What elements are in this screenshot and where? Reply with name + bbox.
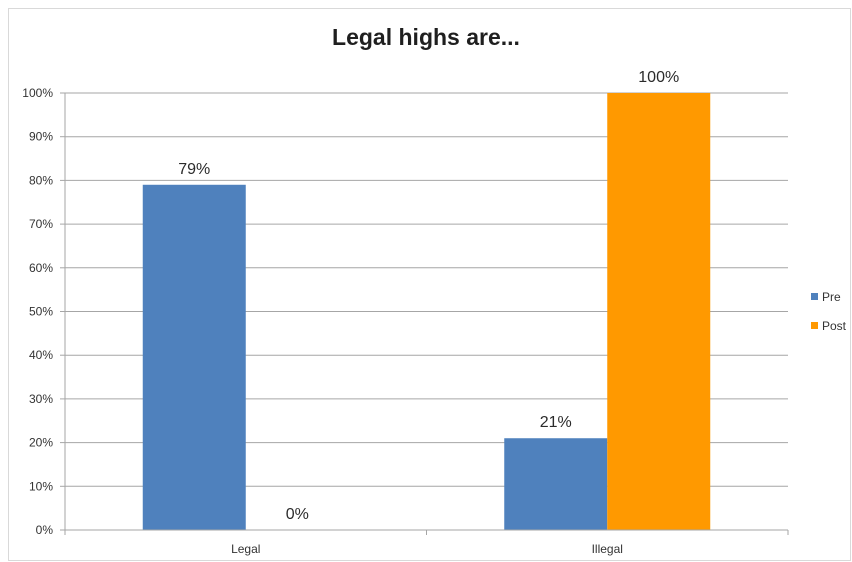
- y-tick-label: 40%: [29, 348, 53, 362]
- legend-label-post: Post: [822, 319, 847, 333]
- y-tick-label: 50%: [29, 305, 53, 319]
- x-category-label: Illegal: [592, 542, 623, 556]
- data-label: 79%: [178, 161, 210, 178]
- data-label: 21%: [540, 414, 572, 431]
- data-labels: 79% 21% 0% 100%: [178, 69, 679, 523]
- legend-label-pre: Pre: [822, 290, 841, 304]
- x-axis-categories: Legal Illegal: [231, 542, 623, 556]
- axes: [64, 93, 789, 535]
- y-tick-label: 100%: [22, 86, 53, 100]
- y-axis-ticks: 0% 10% 20% 30% 40% 50% 60% 70% 80% 90% 100%: [22, 86, 65, 537]
- chart-title: Legal highs are...: [332, 24, 520, 50]
- bars: [142, 93, 711, 530]
- bar-pre-legal: [142, 184, 246, 530]
- y-tick-label: 30%: [29, 392, 53, 406]
- y-tick-label: 20%: [29, 436, 53, 450]
- x-category-label: Legal: [231, 542, 260, 556]
- data-label: 0%: [286, 506, 309, 523]
- y-tick-label: 0%: [36, 523, 54, 537]
- data-label: 100%: [638, 69, 679, 86]
- y-tick-label: 80%: [29, 173, 53, 187]
- y-tick-label: 70%: [29, 217, 53, 231]
- bar-post-illegal: [607, 93, 711, 530]
- bar-pre-illegal: [504, 438, 608, 530]
- legend: Pre Post: [811, 290, 847, 333]
- legend-swatch-pre: [811, 293, 818, 300]
- y-tick-label: 60%: [29, 261, 53, 275]
- y-tick-label: 10%: [29, 479, 53, 493]
- legend-swatch-post: [811, 322, 818, 329]
- y-tick-label: 90%: [29, 130, 53, 144]
